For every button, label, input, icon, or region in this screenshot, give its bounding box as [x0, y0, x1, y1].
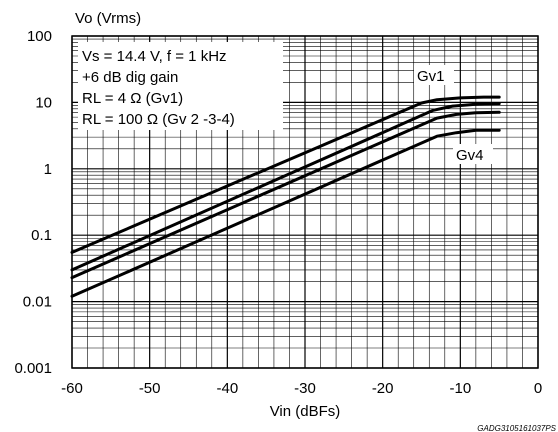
- series-line-1: [70, 95, 501, 254]
- x-tick-label: -50: [139, 380, 161, 397]
- series-label-gv1-bg: [414, 65, 454, 85]
- series-line-4: [70, 128, 501, 298]
- x-tick-label: -10: [449, 380, 471, 397]
- series-line-2: [70, 102, 501, 272]
- y-tick-label: 10: [35, 94, 52, 111]
- x-tick-label: -30: [294, 380, 316, 397]
- y-tick-label: 100: [27, 28, 52, 45]
- x-tick-label: -20: [372, 380, 394, 397]
- series-line-3: [70, 110, 501, 280]
- x-axis-title: Vin (dBFs): [270, 403, 341, 420]
- series-label-gv4: Gv4: [453, 144, 493, 164]
- x-tick-labels: -60 -50 -40 -30 -20 -10 0: [61, 380, 542, 397]
- annotation-line-4: RL = 100 Ω (Gv 2 -3-4): [82, 111, 235, 128]
- series-label-gv1: Gv1: [414, 65, 454, 85]
- series-lines: [70, 95, 501, 298]
- series-label-gv4-bg: [453, 144, 493, 164]
- x-tick-label: -60: [61, 380, 83, 397]
- series-label-gv4-text: Gv4: [456, 147, 484, 164]
- y-tick-label: 0.01: [23, 294, 52, 311]
- y-axis-title: Vo (Vrms): [75, 10, 141, 27]
- series-label-gv1-text: Gv1: [417, 68, 445, 85]
- y-tick-label: 0.1: [31, 227, 52, 244]
- x-tick-label: -40: [216, 380, 238, 397]
- y-tick-labels: 0.001 0.01 0.1 1 10 100: [14, 28, 52, 377]
- y-tick-label: 0.001: [14, 360, 52, 377]
- doc-code: GADG3105161037PS: [477, 424, 556, 432]
- annotation-line-3: RL = 4 Ω (Gv1): [82, 90, 183, 107]
- y-tick-label: 1: [44, 161, 52, 178]
- plot-frame: [71, 35, 539, 369]
- annotation-box-bg: [78, 42, 283, 130]
- annotation-box: Vs = 14.4 V, f = 1 kHz +6 dB dig gain RL…: [78, 42, 283, 130]
- annotation-line-2: +6 dB dig gain: [82, 69, 178, 86]
- x-tick-label: 0: [534, 380, 542, 397]
- annotation-line-1: Vs = 14.4 V, f = 1 kHz: [82, 48, 227, 65]
